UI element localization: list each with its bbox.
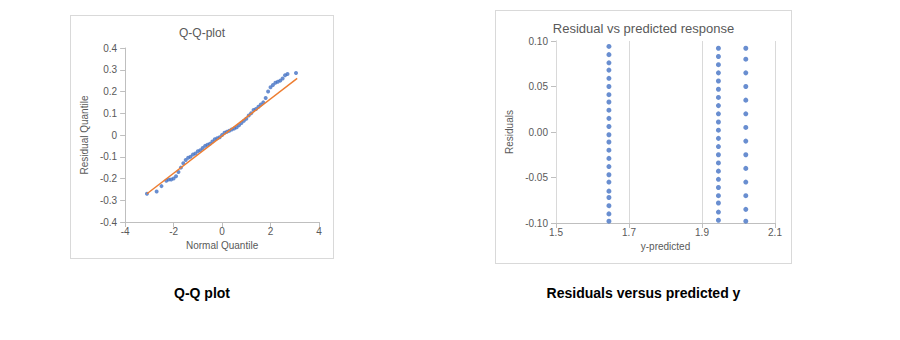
- svg-text:1.7: 1.7: [622, 227, 636, 238]
- svg-text:-2: -2: [169, 226, 178, 237]
- svg-text:-0.05: -0.05: [525, 172, 548, 183]
- svg-text:0.05: 0.05: [529, 81, 549, 92]
- svg-text:0.10: 0.10: [529, 36, 549, 47]
- svg-text:-0.4: -0.4: [100, 217, 118, 228]
- svg-text:2.1: 2.1: [768, 227, 782, 238]
- svg-text:2: 2: [268, 226, 274, 237]
- svg-text:0.2: 0.2: [103, 86, 117, 97]
- svg-text:Q-Q-plot: Q-Q-plot: [179, 26, 226, 40]
- html-text:Residuals versus predicted y: Residuals versus predicted y: [546, 285, 741, 301]
- svg-text:y-predicted: y-predicted: [641, 241, 690, 252]
- svg-text:-0.10: -0.10: [525, 218, 548, 229]
- svg-text:Residuals: Residuals: [504, 110, 515, 154]
- svg-text:-0.1: -0.1: [100, 151, 118, 162]
- svg-text:-0.2: -0.2: [100, 173, 118, 184]
- svg-text:Normal Quantile: Normal Quantile: [186, 240, 259, 251]
- svg-text:0.3: 0.3: [103, 64, 117, 75]
- svg-text:1.9: 1.9: [695, 227, 709, 238]
- svg-text:0: 0: [219, 226, 225, 237]
- svg-text:0.4: 0.4: [103, 43, 117, 54]
- svg-text:-0.3: -0.3: [100, 195, 118, 206]
- svg-text:1.5: 1.5: [549, 227, 563, 238]
- svg-text:0.00: 0.00: [529, 127, 549, 138]
- svg-text:0.1: 0.1: [103, 108, 117, 119]
- html-text:Q-Q plot: Q-Q plot: [174, 285, 230, 301]
- svg-text:Residual vs predicted response: Residual vs predicted response: [553, 21, 734, 36]
- svg-text:0: 0: [112, 130, 118, 141]
- svg-text:4: 4: [316, 226, 322, 237]
- svg-text:Residual Quantile: Residual Quantile: [79, 95, 90, 174]
- svg-text:-4: -4: [121, 226, 130, 237]
